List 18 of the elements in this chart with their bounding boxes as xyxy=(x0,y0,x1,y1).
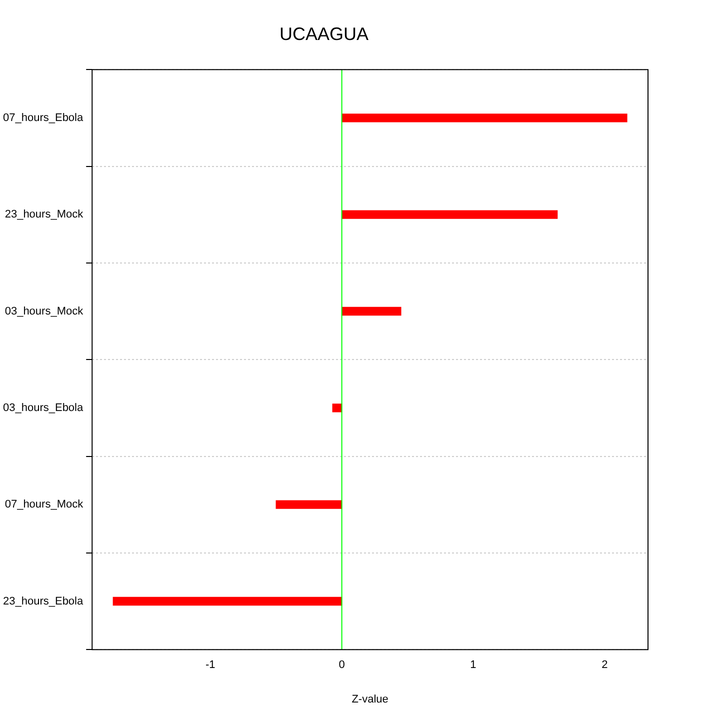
y-tick-label: 07_hours_Mock xyxy=(4,498,84,511)
y-tick-label: 03_hours_Ebola xyxy=(2,402,84,414)
x-tick-label: -1 xyxy=(206,659,216,672)
bar xyxy=(341,210,558,219)
chart-title: UCAAGUA xyxy=(279,24,369,44)
x-tick-label: 0 xyxy=(338,659,345,672)
x-axis-title: Z-value xyxy=(352,693,388,706)
bar xyxy=(112,596,342,606)
x-tick-label: 2 xyxy=(602,659,608,672)
x-tick-label: 1 xyxy=(470,659,476,672)
y-tick-label: 07_hours_Ebola xyxy=(2,112,84,124)
bar xyxy=(341,114,628,122)
y-tick-label: 23_hours_Ebola xyxy=(2,595,84,608)
y-tick-label: 23_hours_Mock xyxy=(4,208,84,221)
bar xyxy=(332,404,342,412)
bar xyxy=(341,306,402,316)
y-tick-label: 03_hours_Mock xyxy=(4,305,84,318)
bar xyxy=(276,500,342,509)
